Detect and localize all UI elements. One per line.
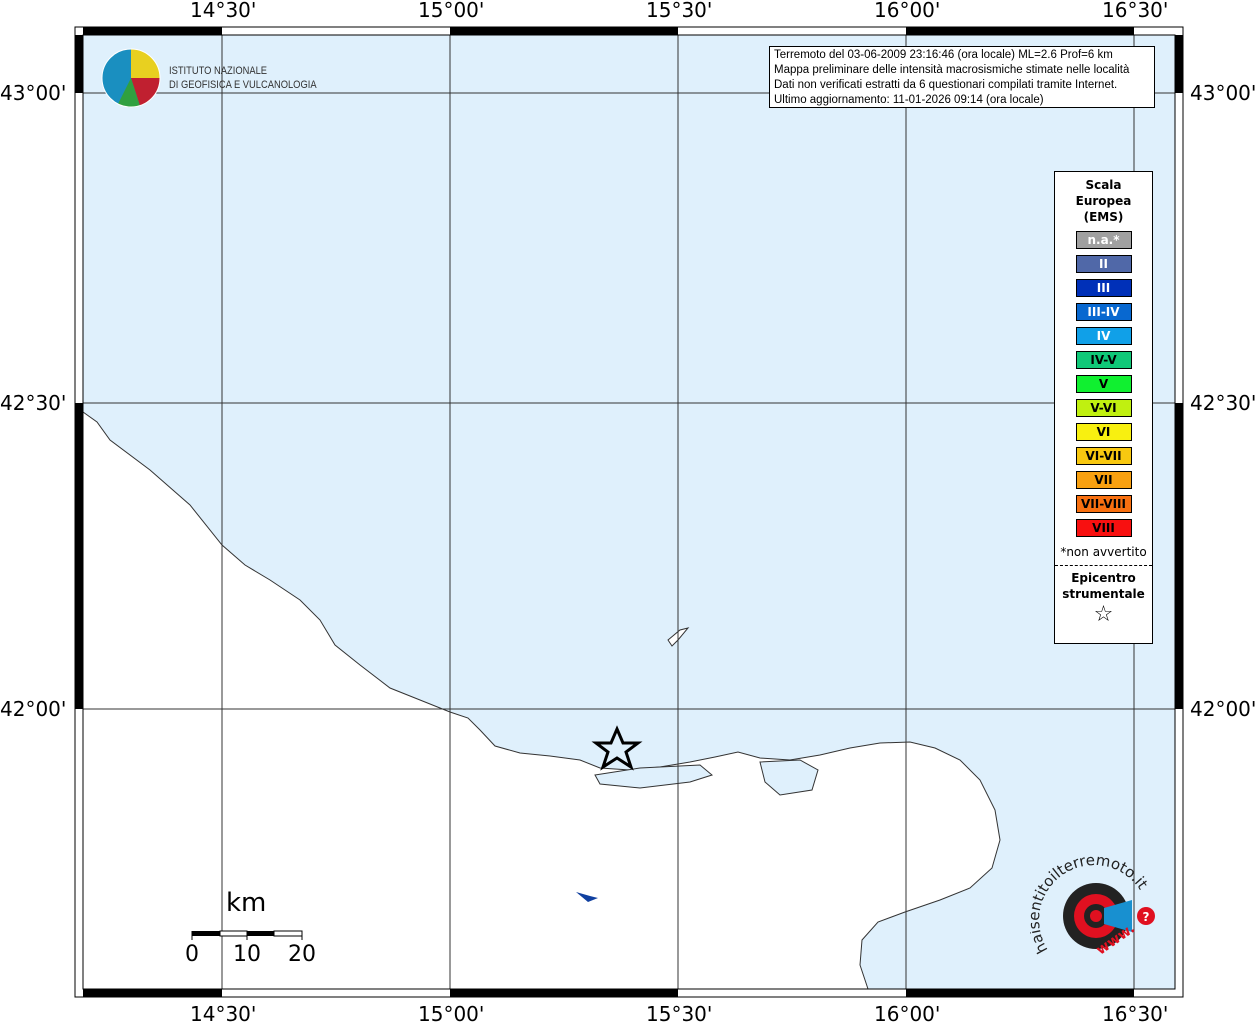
legend-title-line: (EMS) [1083,210,1124,224]
map-description: Mappa preliminare delle intensità macros… [774,64,1130,76]
ingv-logo-text: ISTITUTO NAZIONALE DI GEOFISICA E VULCAN… [169,64,317,92]
legend-item-iv: IV [1075,327,1132,345]
legend-item-v: V [1075,375,1132,393]
lon-tick-bottom: 16°30' [1102,1002,1169,1024]
legend-note: *non avvertito [1060,545,1147,559]
legend-item-vi: VI [1075,423,1132,441]
legend-item-vii-viii: VII-VIII [1075,495,1132,513]
epicenter-star-icon: ☆ [1093,602,1114,627]
legend-item-iii-iv: III-IV [1075,303,1132,321]
data-source-note: Dati non verificati estratti da 6 questi… [774,79,1118,91]
legend-item-vii: VII [1075,471,1132,489]
scalebar-label: 10 [233,942,261,967]
land [82,411,1001,990]
legend-item-ii: II [1075,255,1132,273]
epicenter-label: Epicentro strumentale [1055,570,1152,602]
badge-text: haisentitoilterremoto.it [1030,851,1150,957]
epicenter-label-line: strumentale [1062,587,1145,601]
legend-item-iii: III [1075,279,1132,297]
legend-title-line: Europea [1075,194,1132,208]
lat-tick-left: 42°00' [0,697,67,721]
lon-tick-bottom: 15°30' [646,1002,713,1024]
ingv-logo-icon [101,48,161,108]
legend-item-vi-vii: VI-VII [1075,447,1132,465]
last-update: Ultimo aggiornamento: 11-01-2026 09:14 (… [774,94,1044,106]
haisentito-badge-icon: ? [1063,883,1155,949]
lon-tick-top: 16°00' [874,0,941,22]
epicenter-label-line: Epicentro [1071,571,1136,585]
svg-text:?: ? [1143,910,1150,924]
lat-tick-right: 42°00' [1190,697,1256,721]
water-body [576,892,598,902]
haisentito-badge: haisentitoilterremoto.it [1030,850,1150,970]
lon-tick-top: 15°30' [646,0,713,22]
lon-tick-top: 16°30' [1102,0,1169,22]
logo-line: DI GEOFISICA E VULCANOLOGIA [169,79,317,91]
lake [759,759,819,796]
legend-item-iv-v: IV-V [1075,351,1132,369]
lat-tick-right: 43°00' [1190,81,1256,105]
legend-item-v-vi: V-VI [1075,399,1132,417]
legend-item-viii: VIII [1075,519,1132,537]
lat-tick-right: 42°30' [1190,391,1256,415]
map-frame [74,26,1184,998]
scalebar-label: 0 [185,942,199,967]
lon-tick-bottom: 14°30' [190,1002,257,1024]
legend-divider [1055,565,1152,566]
event-info-box: Terremoto del 03-06-2009 23:16:46 (ora l… [769,46,1155,108]
scalebar-unit: km [226,888,267,918]
event-line: Terremoto del 03-06-2009 23:16:46 (ora l… [774,49,1113,61]
legend-title-line: Scala [1085,178,1122,192]
scalebar-label: 20 [288,942,316,967]
legend-title: Scala Europea (EMS) [1055,177,1152,225]
lat-tick-left: 43°00' [0,81,67,105]
epicenter-star-icon [591,725,643,771]
lon-tick-top: 14°30' [190,0,257,22]
lon-tick-top: 15°00' [418,0,485,22]
lagoon [594,764,714,789]
lat-tick-left: 42°30' [0,391,67,415]
ems-legend: Scala Europea (EMS) n.a.* II III III-IV IV IV… [1054,171,1153,644]
logo-line: ISTITUTO NAZIONALE [169,65,268,77]
legend-item-na: n.a.* [1075,231,1132,249]
legend-items: n.a.* II III III-IV IV IV-V V V-VI VI VI-VII VII VI… [1055,231,1152,537]
scalebar [191,930,303,940]
svg-text:haisentitoilterremoto.it: haisentitoilterremoto.it [1030,851,1150,957]
lon-tick-bottom: 16°00' [874,1002,941,1024]
lon-tick-bottom: 15°00' [418,1002,485,1024]
